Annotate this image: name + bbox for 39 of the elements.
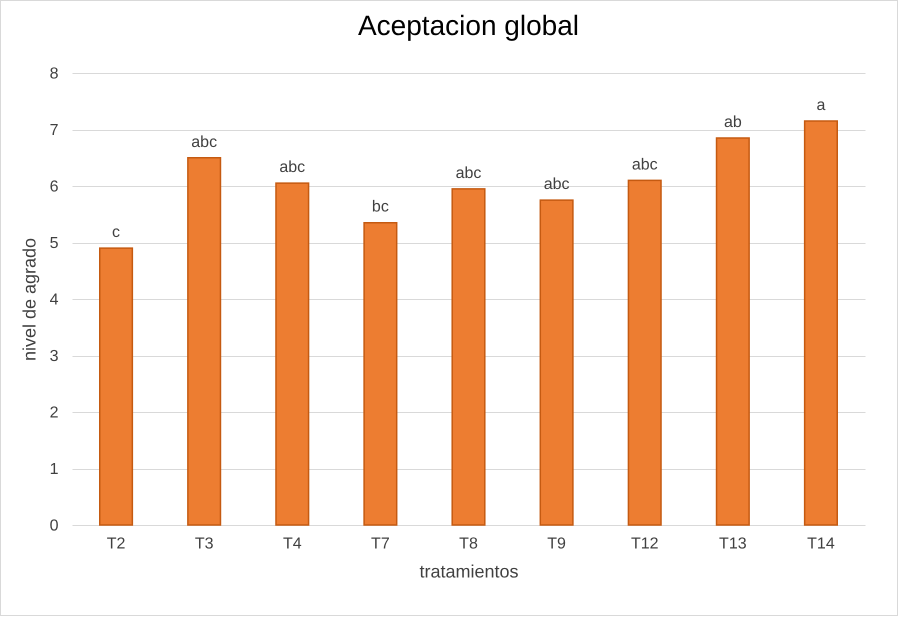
x-tick-label: T13 — [719, 536, 747, 552]
bar — [99, 247, 134, 526]
annotation: ab — [724, 114, 742, 131]
y-tick-label: 0 — [50, 518, 59, 534]
annotation: abc — [191, 134, 218, 151]
y-tick-label: 6 — [50, 178, 59, 196]
y-tick-label: 5 — [50, 235, 59, 252]
annotation: bc — [372, 198, 389, 216]
annotation: abc — [544, 176, 570, 194]
x-axis-title: tratamientos — [419, 562, 519, 582]
bar — [804, 120, 838, 526]
chart-title: Aceptacion global — [358, 10, 580, 41]
annotation: a — [816, 97, 826, 114]
annotation: abc — [279, 159, 306, 176]
x-tick-label: T2 — [106, 536, 126, 552]
x-tick-label: T4 — [282, 536, 302, 552]
annotation: c — [112, 224, 120, 242]
x-tick-label: T8 — [459, 536, 478, 552]
x-tick-label: T12 — [630, 536, 659, 552]
x-tick-label: T9 — [547, 536, 566, 552]
x-tick-label: T3 — [194, 536, 214, 552]
y-axis-title: nivel de agrado — [20, 238, 40, 362]
y-tick-label: 7 — [50, 122, 59, 139]
bar — [451, 188, 486, 526]
x-tick-label: T7 — [371, 536, 390, 552]
bar — [628, 180, 662, 526]
x-tick-label: T14 — [807, 536, 835, 552]
y-tick-label: 8 — [50, 66, 59, 82]
y-tick-label: 1 — [50, 461, 59, 478]
bar — [540, 199, 574, 526]
y-tick-label: 4 — [50, 292, 59, 308]
annotation: abc — [456, 164, 482, 182]
bar — [363, 222, 398, 526]
annotation: abc — [632, 156, 658, 174]
y-tick-label: 3 — [50, 348, 59, 365]
bar — [187, 157, 222, 526]
bar — [275, 182, 310, 526]
bar — [716, 137, 750, 526]
y-tick-label: 2 — [50, 404, 59, 422]
